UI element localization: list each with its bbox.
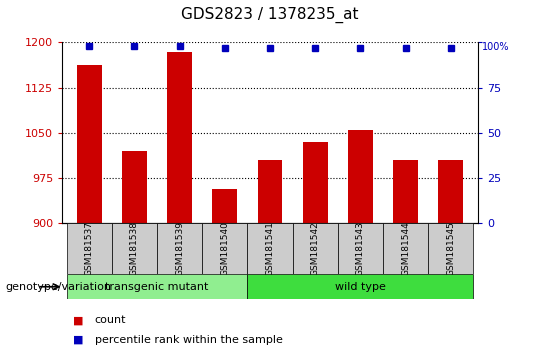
- Text: count: count: [94, 315, 126, 325]
- FancyBboxPatch shape: [66, 274, 247, 299]
- Text: GSM181538: GSM181538: [130, 221, 139, 276]
- FancyBboxPatch shape: [338, 223, 383, 274]
- Text: GDS2823 / 1378235_at: GDS2823 / 1378235_at: [181, 7, 359, 23]
- Text: ■: ■: [73, 335, 83, 345]
- Text: genotype/variation: genotype/variation: [5, 282, 111, 292]
- FancyBboxPatch shape: [112, 223, 157, 274]
- FancyBboxPatch shape: [157, 223, 202, 274]
- Text: GSM181543: GSM181543: [356, 221, 365, 276]
- Text: GSM181545: GSM181545: [446, 221, 455, 276]
- Bar: [167, 51, 192, 223]
- Text: percentile rank within the sample: percentile rank within the sample: [94, 335, 282, 345]
- Bar: [438, 160, 463, 223]
- Text: GSM181537: GSM181537: [85, 221, 94, 276]
- Text: GSM181541: GSM181541: [266, 221, 274, 276]
- Bar: [348, 130, 373, 223]
- Bar: [122, 151, 147, 223]
- Text: GSM181539: GSM181539: [175, 221, 184, 276]
- Bar: [393, 160, 418, 223]
- Bar: [303, 142, 328, 223]
- Bar: [77, 65, 102, 223]
- Text: 100%: 100%: [482, 42, 510, 52]
- FancyBboxPatch shape: [247, 274, 474, 299]
- Text: GSM181540: GSM181540: [220, 221, 230, 276]
- Text: GSM181544: GSM181544: [401, 221, 410, 276]
- Text: GSM181542: GSM181542: [310, 221, 320, 276]
- FancyBboxPatch shape: [66, 223, 112, 274]
- Text: ■: ■: [73, 315, 83, 325]
- Bar: [258, 160, 282, 223]
- FancyBboxPatch shape: [293, 223, 338, 274]
- FancyBboxPatch shape: [383, 223, 428, 274]
- FancyBboxPatch shape: [247, 223, 293, 274]
- Bar: [212, 189, 237, 223]
- FancyBboxPatch shape: [202, 223, 247, 274]
- FancyBboxPatch shape: [428, 223, 474, 274]
- Text: wild type: wild type: [335, 282, 386, 292]
- Text: transgenic mutant: transgenic mutant: [105, 282, 208, 292]
